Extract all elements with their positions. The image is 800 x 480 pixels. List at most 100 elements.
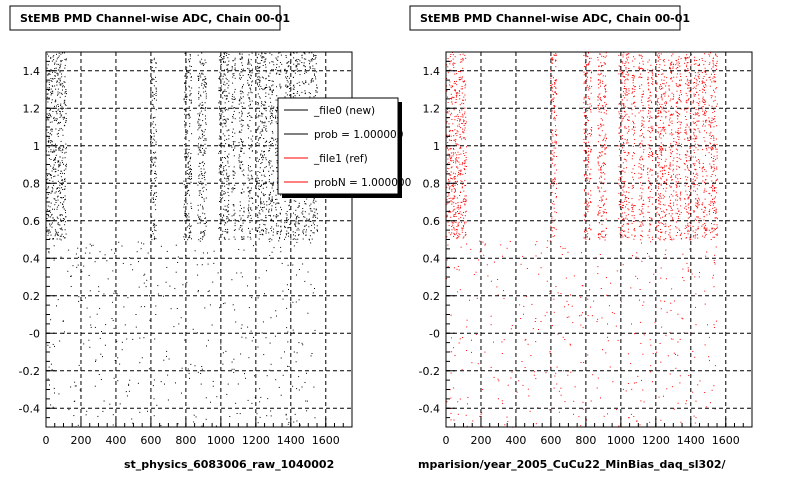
data-point [447, 96, 448, 98]
data-point [258, 85, 260, 87]
data-point [273, 228, 274, 230]
data-point [597, 128, 599, 130]
data-point [650, 117, 652, 119]
data-point [624, 200, 626, 202]
data-point [589, 57, 590, 59]
data-point [589, 85, 590, 87]
data-point [53, 118, 55, 119]
data-point [272, 199, 273, 201]
data-point [297, 238, 299, 240]
data-point [447, 112, 449, 114]
data-point [603, 112, 605, 114]
data-point [255, 113, 257, 115]
data-point [228, 179, 230, 181]
data-point [248, 105, 250, 107]
data-point [197, 222, 199, 224]
data-point [247, 125, 249, 127]
data-point [642, 110, 644, 112]
data-point [276, 231, 278, 233]
data-point [449, 139, 450, 141]
data-point [622, 194, 624, 196]
data-point [261, 128, 263, 130]
dense-band-3 [583, 52, 593, 240]
data-point [261, 101, 263, 103]
data-point [166, 250, 168, 252]
data-point [448, 232, 450, 234]
data-point [154, 338, 156, 340]
data-point [205, 95, 207, 97]
data-point [454, 139, 456, 141]
data-point [640, 110, 642, 112]
data-point [316, 84, 318, 86]
data-point [648, 59, 650, 61]
data-point [623, 191, 625, 193]
x-tick-label: 1000 [207, 434, 235, 447]
data-point [64, 180, 66, 182]
data-point [190, 225, 192, 227]
data-point [60, 170, 62, 172]
data-point [600, 66, 602, 68]
data-point [603, 62, 605, 64]
data-point [460, 180, 462, 182]
data-point [251, 340, 253, 342]
data-point [57, 104, 59, 105]
data-point [452, 152, 454, 154]
data-point [198, 165, 200, 167]
data-point [46, 53, 48, 55]
data-point [65, 108, 67, 110]
data-point [54, 62, 56, 64]
data-point [590, 77, 592, 79]
data-point [651, 174, 653, 176]
data-point [632, 155, 634, 157]
data-point [64, 229, 66, 231]
data-point [258, 63, 260, 64]
data-point [199, 162, 201, 164]
data-point [200, 171, 202, 173]
data-point [451, 166, 453, 168]
data-point [64, 91, 66, 93]
data-point [555, 80, 557, 82]
data-point [113, 327, 115, 329]
data-point [621, 182, 622, 184]
data-point [224, 110, 226, 112]
data-point [239, 52, 241, 54]
data-point [62, 134, 64, 136]
data-point [624, 198, 626, 200]
data-point [293, 200, 295, 202]
data-point [293, 421, 295, 423]
data-point [232, 170, 234, 172]
data-point [264, 181, 266, 183]
data-point [621, 229, 623, 231]
data-point [589, 227, 590, 229]
data-point [225, 209, 227, 211]
data-point [647, 79, 649, 81]
data-point [204, 109, 206, 111]
data-point [202, 133, 204, 135]
data-point [257, 171, 259, 172]
data-point [213, 250, 215, 252]
data-point [86, 307, 88, 309]
data-point [64, 224, 66, 226]
data-point [49, 225, 51, 227]
data-point [243, 219, 245, 221]
data-point [61, 229, 63, 231]
data-point [50, 404, 52, 406]
data-point [198, 97, 200, 98]
data-point [554, 83, 556, 85]
data-point [258, 53, 260, 55]
data-point [99, 307, 101, 309]
data-point [199, 163, 201, 164]
data-point [227, 206, 229, 208]
data-point [627, 231, 629, 233]
data-point [553, 54, 555, 56]
data-point [249, 76, 251, 78]
data-point [622, 73, 624, 75]
data-point [202, 236, 204, 238]
data-point [153, 398, 155, 400]
data-point [52, 188, 54, 190]
data-point [205, 147, 207, 149]
data-point [633, 127, 634, 129]
data-point [448, 156, 450, 158]
data-point [239, 144, 241, 146]
data-point [640, 198, 642, 200]
